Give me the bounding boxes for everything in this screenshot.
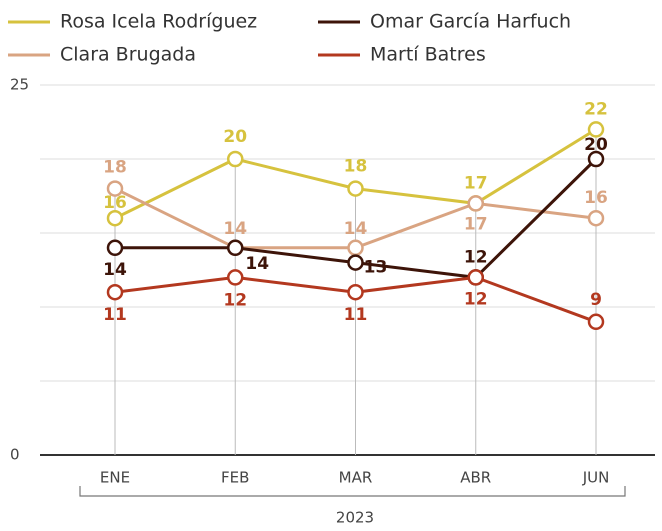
data-label: 20 bbox=[223, 127, 247, 147]
x-tick-label: MAR bbox=[339, 469, 373, 487]
marker bbox=[347, 180, 364, 197]
data-label: 18 bbox=[103, 158, 127, 178]
marker bbox=[106, 209, 124, 227]
marker bbox=[227, 150, 244, 168]
legend-label: Omar García Harfuch bbox=[370, 11, 571, 33]
data-label: 16 bbox=[584, 188, 608, 208]
marker bbox=[347, 254, 364, 271]
marker bbox=[347, 283, 364, 301]
data-label: 14 bbox=[223, 219, 247, 239]
x-tick-label: FEB bbox=[221, 469, 249, 487]
marker bbox=[467, 269, 484, 286]
data-label: 11 bbox=[103, 305, 127, 325]
marker bbox=[587, 313, 605, 331]
legend-label: Martí Batres bbox=[370, 44, 486, 66]
data-label: 14 bbox=[103, 260, 127, 280]
marker bbox=[227, 239, 244, 257]
data-label: 12 bbox=[223, 290, 247, 310]
x-tick-label: JUN bbox=[582, 469, 610, 487]
marker bbox=[227, 269, 244, 286]
data-label: 14 bbox=[344, 219, 368, 239]
data-label: 9 bbox=[590, 290, 602, 310]
data-label: 16 bbox=[103, 193, 127, 213]
marker bbox=[587, 209, 605, 227]
data-label: 13 bbox=[364, 258, 388, 278]
data-label: 17 bbox=[464, 214, 488, 234]
x-tick-label: ENE bbox=[100, 469, 130, 487]
marker bbox=[106, 283, 124, 301]
marker bbox=[587, 121, 605, 138]
marker bbox=[467, 195, 484, 212]
data-label: 20 bbox=[584, 135, 608, 155]
marker bbox=[347, 239, 364, 257]
x-group-label: 2023 bbox=[336, 509, 374, 527]
y-tick-label: 0 bbox=[10, 446, 20, 464]
data-label: 14 bbox=[245, 254, 269, 274]
data-label: 17 bbox=[464, 173, 488, 193]
data-label: 12 bbox=[464, 289, 488, 309]
marker bbox=[106, 239, 124, 257]
y-tick-label: 25 bbox=[10, 76, 29, 94]
data-label: 12 bbox=[464, 247, 488, 267]
x-group-bracket bbox=[79, 486, 626, 497]
marker bbox=[587, 150, 605, 168]
data-label: 18 bbox=[344, 157, 368, 177]
x-tick-label: ABR bbox=[460, 469, 491, 487]
legend-label: Rosa Icela Rodríguez bbox=[60, 11, 257, 33]
legend-label: Clara Brugada bbox=[60, 44, 196, 66]
marker bbox=[106, 180, 124, 197]
data-label: 22 bbox=[584, 99, 608, 119]
data-label: 11 bbox=[344, 305, 368, 325]
